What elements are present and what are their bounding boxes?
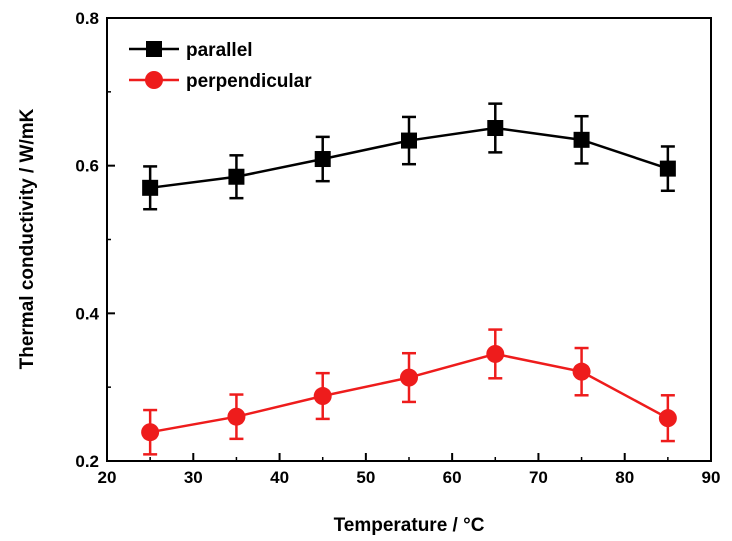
x-tick-label: 80 bbox=[615, 468, 634, 487]
data-point bbox=[228, 168, 245, 185]
data-point bbox=[573, 131, 590, 148]
legend-label: parallel bbox=[186, 40, 253, 61]
legend: parallel perpendicular bbox=[129, 40, 312, 92]
data-point bbox=[487, 120, 504, 137]
x-tick-label: 40 bbox=[270, 468, 289, 487]
y-tick-label: 0.6 bbox=[75, 157, 99, 176]
y-tick-label: 0.2 bbox=[75, 452, 99, 471]
x-tick-label: 30 bbox=[184, 468, 203, 487]
x-tick-label: 20 bbox=[98, 468, 117, 487]
series-perpendicular bbox=[141, 328, 677, 456]
x-tick-label: 70 bbox=[529, 468, 548, 487]
x-axis-title: Temperature / °C bbox=[334, 515, 485, 536]
data-point bbox=[314, 151, 331, 168]
data-point bbox=[141, 423, 160, 442]
data-point bbox=[400, 368, 418, 387]
data-point bbox=[486, 344, 505, 363]
legend-label: perpendicular bbox=[186, 71, 312, 92]
data-point bbox=[658, 409, 677, 428]
x-tick-label: 60 bbox=[443, 468, 462, 487]
data-point bbox=[572, 362, 591, 381]
legend-marker bbox=[145, 71, 163, 89]
legend-item-parallel: parallel bbox=[129, 40, 253, 61]
y-tick-label: 0.4 bbox=[75, 304, 99, 323]
data-point bbox=[142, 179, 159, 196]
y-tick-label: 0.8 bbox=[75, 9, 99, 28]
x-tick-label: 90 bbox=[702, 468, 721, 487]
plot-area bbox=[141, 102, 677, 456]
legend-item-perpendicular: perpendicular bbox=[129, 71, 312, 92]
data-point bbox=[227, 407, 246, 426]
legend-marker bbox=[146, 41, 162, 57]
axis-ticks: 20 30 40 50 60 70 80 90 0.2 0.4 0.6 0.8 bbox=[75, 9, 720, 487]
data-point bbox=[401, 132, 417, 149]
series-parallel bbox=[142, 102, 676, 211]
y-axis-title: Thermal conductivity / W/mK bbox=[17, 108, 38, 369]
data-point bbox=[313, 387, 332, 406]
x-tick-label: 50 bbox=[356, 468, 375, 487]
data-point bbox=[659, 160, 676, 177]
